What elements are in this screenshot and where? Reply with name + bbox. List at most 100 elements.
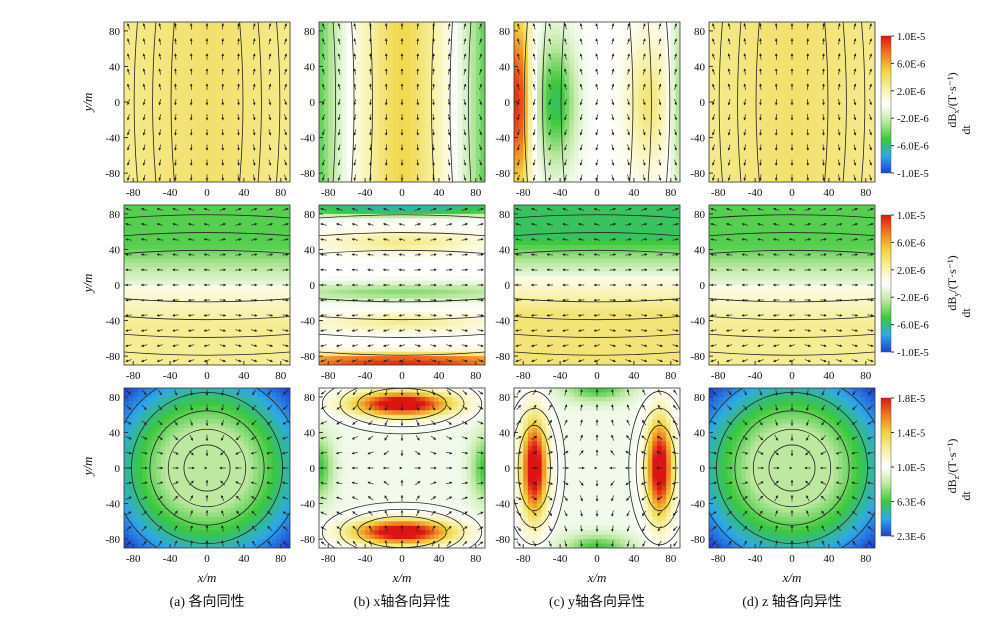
heatmap-cell [666, 84, 672, 90]
heatmap-cell [564, 177, 570, 182]
heatmap-cell [587, 124, 593, 130]
heatmap-cell [569, 150, 575, 156]
heatmap-cell [266, 150, 273, 156]
heatmap-cell [271, 142, 277, 148]
heatmap-cell [732, 106, 738, 112]
heatmap-cell [764, 84, 770, 90]
heatmap-cell [216, 97, 222, 103]
heatmap-cell [128, 88, 134, 94]
heatmap-cell [560, 168, 566, 174]
heatmap-cell [147, 44, 153, 50]
heatmap-cell [527, 110, 534, 116]
heatmap-cell [257, 124, 263, 130]
heatmap-cell [170, 30, 176, 36]
heatmap-cell [675, 22, 680, 28]
heatmap-cell [661, 26, 667, 32]
vector-arrow [142, 99, 146, 106]
heatmap-cell [179, 48, 185, 54]
heatmap-cell [262, 137, 268, 143]
heatmap-cell [736, 75, 742, 81]
vector-arrow [548, 174, 552, 181]
heatmap-cell [211, 155, 217, 161]
heatmap-cell [537, 142, 543, 148]
heatmap-cell [633, 35, 640, 41]
heatmap-cell [183, 79, 190, 85]
vector-arrow [369, 144, 372, 151]
x-tick-label: -80 [321, 187, 336, 199]
heatmap-cell [578, 155, 584, 161]
heatmap-cell [624, 159, 630, 165]
heatmap-cell [787, 70, 793, 76]
heatmap-cell [592, 133, 598, 139]
heatmap-cell [546, 119, 552, 125]
heatmap-cell [778, 102, 784, 108]
heatmap-cell [624, 110, 630, 116]
heatmap-cell [546, 110, 552, 116]
heatmap-cell [787, 124, 793, 130]
heatmap-cell [230, 110, 236, 116]
heatmap-cell [661, 119, 667, 125]
heatmap-cell [183, 124, 190, 130]
heatmap-cell [170, 93, 176, 99]
heatmap-cell [643, 97, 649, 103]
heatmap-cell [397, 97, 403, 103]
heatmap-cell [475, 39, 481, 45]
heatmap-cell [160, 75, 167, 81]
heatmap-cell [128, 53, 134, 59]
vector-arrow [642, 114, 646, 121]
heatmap-cell [183, 128, 190, 134]
heatmap-cell [425, 48, 431, 54]
heatmap-cell [583, 142, 589, 148]
heatmap-cell [402, 124, 408, 130]
heatmap-cell [583, 66, 589, 72]
heatmap-cell [560, 97, 566, 103]
vector-arrow [142, 23, 146, 30]
heatmap-cell [722, 159, 729, 165]
heatmap-cell [216, 57, 222, 63]
heatmap-cell [727, 106, 733, 112]
heatmap-cell [713, 53, 719, 59]
heatmap-cell [151, 164, 157, 170]
heatmap-cell [615, 57, 621, 63]
heatmap-cell [647, 168, 653, 174]
heatmap-cell [415, 159, 422, 165]
heatmap-cell [624, 137, 630, 143]
heatmap-cell [360, 57, 366, 63]
heatmap-cell [601, 177, 607, 182]
vector-arrow [642, 53, 646, 60]
heatmap-cell [188, 30, 194, 36]
heatmap-cell [188, 35, 194, 41]
heatmap-cell [225, 66, 231, 72]
heatmap-cell [656, 35, 663, 41]
heatmap-cell [546, 97, 552, 103]
heatmap-cell [457, 155, 463, 161]
y-tick-label: 40 [304, 61, 316, 73]
heatmap-cell [124, 70, 130, 76]
heatmap-cell [610, 75, 617, 81]
heatmap-cell [755, 97, 761, 103]
heatmap-cell [661, 35, 667, 41]
heatmap-cell [243, 62, 250, 68]
heatmap-cell [262, 44, 268, 50]
heatmap-cell [248, 93, 254, 99]
heatmap-cell [532, 44, 538, 50]
heatmap-cell [342, 93, 348, 99]
heatmap-cell [629, 128, 635, 134]
heatmap-cell [248, 57, 254, 63]
heatmap-cell [202, 88, 208, 94]
heatmap-cell [355, 75, 362, 81]
heatmap-cell [355, 84, 362, 90]
heatmap-cell [332, 22, 339, 28]
heatmap-cell [736, 142, 742, 148]
heatmap-cell [383, 30, 389, 36]
heatmap-cell [266, 75, 273, 81]
heatmap-cell [745, 66, 752, 72]
heatmap-cell [216, 44, 222, 50]
heatmap-cell [374, 44, 380, 50]
heatmap-cell [722, 106, 729, 112]
heatmap-cell [220, 62, 227, 68]
heatmap-cell [179, 26, 185, 32]
heatmap-cell [211, 57, 217, 63]
heatmap-cell [429, 119, 435, 125]
heatmap-cell [514, 159, 520, 165]
